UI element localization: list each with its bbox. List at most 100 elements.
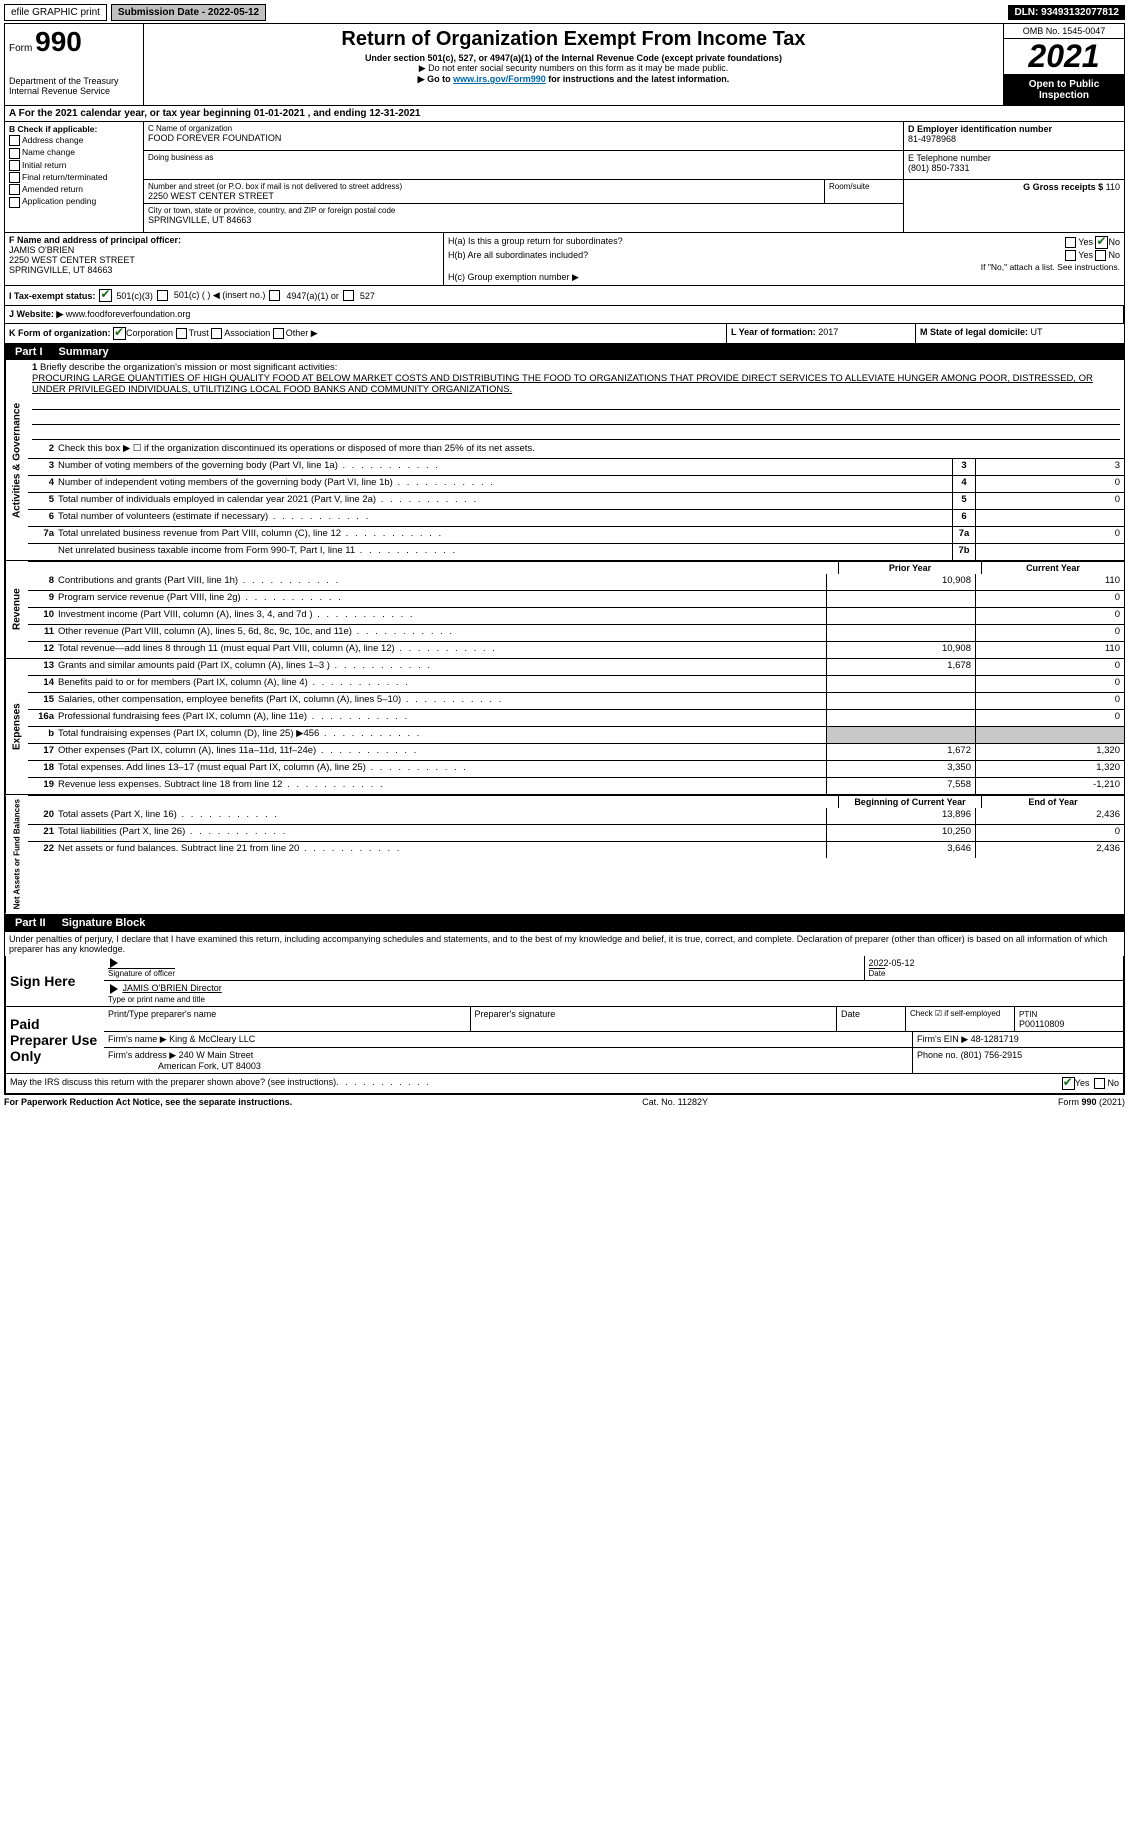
subtitle-3: ▶ Go to www.irs.gov/Form990 for instruct… xyxy=(150,74,997,85)
discuss-yes[interactable] xyxy=(1062,1077,1075,1090)
row-k-l-m: K Form of organization: Corporation Trus… xyxy=(5,324,1124,344)
header-left: Form 990 Department of the Treasury Inte… xyxy=(5,24,144,105)
chk-501c3[interactable] xyxy=(99,289,112,302)
vtab-net-assets: Net Assets or Fund Balances xyxy=(5,795,28,913)
vtab-revenue: Revenue xyxy=(5,561,28,658)
state-domicile: UT xyxy=(1031,327,1043,337)
part-2-header: Part II Signature Block xyxy=(5,915,1124,931)
line-11: 11Other revenue (Part VIII, column (A), … xyxy=(28,624,1124,641)
line-9: 9Program service revenue (Part VIII, lin… xyxy=(28,590,1124,607)
line-3: 3Number of voting members of the governi… xyxy=(28,458,1124,475)
line-17: 17Other expenses (Part IX, column (A), l… xyxy=(28,743,1124,760)
section-activities-governance: Activities & Governance 1 Briefly descri… xyxy=(5,360,1124,561)
instructions-link[interactable]: www.irs.gov/Form990 xyxy=(453,74,546,84)
header-center: Return of Organization Exempt From Incom… xyxy=(144,24,1003,105)
vtab-activities: Activities & Governance xyxy=(5,360,28,560)
sign-arrow-icon xyxy=(110,958,118,968)
chk-trust[interactable] xyxy=(176,328,187,339)
col-d-e-g: D Employer identification number 81-4978… xyxy=(904,122,1124,232)
efile-tag: efile GRAPHIC print xyxy=(4,4,107,21)
year-header-1: Prior Year Current Year xyxy=(28,561,1124,574)
chk-name-change[interactable]: Name change xyxy=(9,147,139,158)
ptin: P00110809 xyxy=(1019,1019,1064,1029)
ein: 81-4978968 xyxy=(908,134,956,144)
chk-initial-return[interactable]: Initial return xyxy=(9,160,139,171)
group-return: H(a) Is this a group return for subordin… xyxy=(444,233,1124,285)
firm-ein: 48-1281719 xyxy=(971,1034,1019,1044)
submission-date-button[interactable]: Submission Date - 2022-05-12 xyxy=(111,4,266,21)
row-i-tax-status: I Tax-exempt status: 501(c)(3) 501(c) ( … xyxy=(5,286,1124,306)
line-5: 5Total number of individuals employed in… xyxy=(28,492,1124,509)
page-footer: For Paperwork Reduction Act Notice, see … xyxy=(4,1095,1125,1109)
city-state-zip: SPRINGVILLE, UT 84663 xyxy=(148,215,899,225)
dln-tag: DLN: 93493132077812 xyxy=(1008,5,1125,20)
phone: (801) 850-7331 xyxy=(908,163,970,173)
vtab-expenses: Expenses xyxy=(5,659,28,794)
line-6: 6Total number of volunteers (estimate if… xyxy=(28,509,1124,526)
line-13: 13Grants and similar amounts paid (Part … xyxy=(28,659,1124,675)
line-10: 10Investment income (Part VIII, column (… xyxy=(28,607,1124,624)
chk-address-change[interactable]: Address change xyxy=(9,135,139,146)
tax-year: 2021 xyxy=(1004,39,1124,75)
firm-phone: (801) 756-2915 xyxy=(961,1050,1023,1060)
chk-4947[interactable] xyxy=(269,290,280,301)
line-20: 20Total assets (Part X, line 16)13,8962,… xyxy=(28,808,1124,824)
chk-501c[interactable] xyxy=(157,290,168,301)
line-21: 21Total liabilities (Part X, line 26)10,… xyxy=(28,824,1124,841)
firm-name: King & McCleary LLC xyxy=(169,1034,255,1044)
signature-block: Sign Here Signature of officer 2022-05-1… xyxy=(5,956,1124,1094)
form-label: Form xyxy=(9,43,32,54)
subtitle-2: ▶ Do not enter social security numbers o… xyxy=(150,63,997,74)
org-name: FOOD FOREVER FOUNDATION xyxy=(148,133,899,143)
officer-name: JAMIS O'BRIEN xyxy=(9,245,74,255)
form-990: Form 990 Department of the Treasury Inte… xyxy=(4,23,1125,1095)
principal-officer: F Name and address of principal officer:… xyxy=(5,233,444,285)
chk-application-pending[interactable]: Application pending xyxy=(9,196,139,207)
hb-no[interactable] xyxy=(1095,250,1106,261)
mission-text: PROCURING LARGE QUANTITIES OF HIGH QUALI… xyxy=(32,373,1093,395)
line-22: 22Net assets or fund balances. Subtract … xyxy=(28,841,1124,858)
part-1-header: Part I Summary xyxy=(5,344,1124,360)
ha-no[interactable] xyxy=(1095,236,1108,249)
chk-corporation[interactable] xyxy=(113,327,126,340)
sign-here-label: Sign Here xyxy=(6,956,104,1006)
firm-addr2: American Fork, UT 84003 xyxy=(158,1061,261,1071)
section-b-through-g: B Check if applicable: Address change Na… xyxy=(5,122,1124,233)
form-number: 990 xyxy=(35,26,82,57)
hb-yes[interactable] xyxy=(1065,250,1076,261)
section-expenses: Expenses 13Grants and similar amounts pa… xyxy=(5,659,1124,795)
line-14: 14Benefits paid to or for members (Part … xyxy=(28,675,1124,692)
perjury-statement: Under penalties of perjury, I declare th… xyxy=(5,931,1124,956)
year-header-2: Beginning of Current Year End of Year xyxy=(28,795,1124,808)
omb-number: OMB No. 1545-0047 xyxy=(1004,24,1124,39)
irs-label: Internal Revenue Service xyxy=(9,86,139,96)
officer-name-sig: JAMIS O'BRIEN Director xyxy=(123,983,222,993)
form-title: Return of Organization Exempt From Incom… xyxy=(150,28,997,51)
room-suite-label: Room/suite xyxy=(825,180,903,203)
chk-final-return[interactable]: Final return/terminated xyxy=(9,172,139,183)
name-arrow-icon xyxy=(110,984,118,994)
line-8: 8Contributions and grants (Part VIII, li… xyxy=(28,574,1124,590)
row-a-tax-year: A For the 2021 calendar year, or tax yea… xyxy=(5,106,1124,122)
chk-527[interactable] xyxy=(343,290,354,301)
col-b-checkboxes: B Check if applicable: Address change Na… xyxy=(5,122,144,232)
sign-date: 2022-05-12 xyxy=(869,958,915,968)
top-bar: efile GRAPHIC print Submission Date - 20… xyxy=(4,4,1125,21)
ha-yes[interactable] xyxy=(1065,237,1076,248)
line-19: 19Revenue less expenses. Subtract line 1… xyxy=(28,777,1124,794)
form-header: Form 990 Department of the Treasury Inte… xyxy=(5,24,1124,106)
open-to-public: Open to Public Inspection xyxy=(1004,75,1124,105)
chk-other[interactable] xyxy=(273,328,284,339)
line-7a: 7aTotal unrelated business revenue from … xyxy=(28,526,1124,543)
line-2: 2Check this box ▶ ☐ if the organization … xyxy=(28,442,1124,458)
line-idx6: Net unrelated business taxable income fr… xyxy=(28,543,1124,560)
discuss-no[interactable] xyxy=(1094,1078,1105,1089)
line-12: 12Total revenue—add lines 8 through 11 (… xyxy=(28,641,1124,658)
chk-association[interactable] xyxy=(211,328,222,339)
section-revenue: Revenue Prior Year Current Year 8Contrib… xyxy=(5,561,1124,659)
chk-amended[interactable]: Amended return xyxy=(9,184,139,195)
year-formation: 2017 xyxy=(818,327,838,337)
website: www.foodforeverfoundation.org xyxy=(66,309,191,319)
line-16a: 16aProfessional fundraising fees (Part I… xyxy=(28,709,1124,726)
paid-preparer-label: Paid Preparer Use Only xyxy=(6,1007,104,1073)
